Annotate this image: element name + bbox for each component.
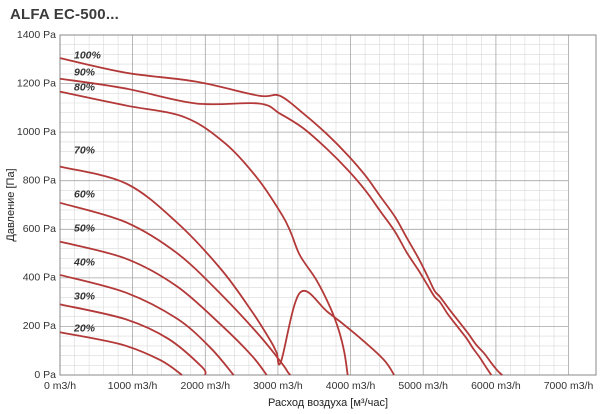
svg-text:70%: 70% (74, 145, 96, 157)
svg-text:2000 m3/h: 2000 m3/h (180, 380, 230, 392)
svg-text:1400 Pa: 1400 Pa (17, 29, 56, 41)
svg-text:600 Pa: 600 Pa (23, 223, 56, 235)
svg-text:40%: 40% (73, 257, 96, 269)
svg-text:5000 m3/h: 5000 m3/h (398, 380, 448, 392)
svg-text:80%: 80% (74, 82, 96, 94)
svg-text:7000 m3/h: 7000 m3/h (544, 380, 594, 392)
svg-text:Давление [Па]: Давление [Па] (5, 168, 17, 241)
svg-text:4000 m3/h: 4000 m3/h (326, 380, 376, 392)
svg-text:90%: 90% (74, 67, 96, 79)
svg-text:20%: 20% (73, 323, 96, 335)
svg-text:1200 Pa: 1200 Pa (17, 78, 56, 90)
svg-text:3000 m3/h: 3000 m3/h (253, 380, 303, 392)
svg-text:400 Pa: 400 Pa (23, 272, 56, 284)
svg-text:100%: 100% (74, 50, 102, 62)
svg-text:30%: 30% (74, 291, 96, 303)
svg-text:800 Pa: 800 Pa (23, 175, 56, 187)
svg-text:0 m3/h: 0 m3/h (44, 380, 76, 392)
svg-text:60%: 60% (74, 189, 96, 201)
svg-text:1000 Pa: 1000 Pa (17, 126, 56, 138)
svg-text:50%: 50% (74, 223, 96, 235)
svg-text:6000 m3/h: 6000 m3/h (471, 380, 521, 392)
svg-text:200 Pa: 200 Pa (23, 320, 56, 332)
svg-text:1000 m3/h: 1000 m3/h (108, 380, 158, 392)
svg-text:Расход воздуха [м³/час]: Расход воздуха [м³/час] (268, 397, 388, 409)
